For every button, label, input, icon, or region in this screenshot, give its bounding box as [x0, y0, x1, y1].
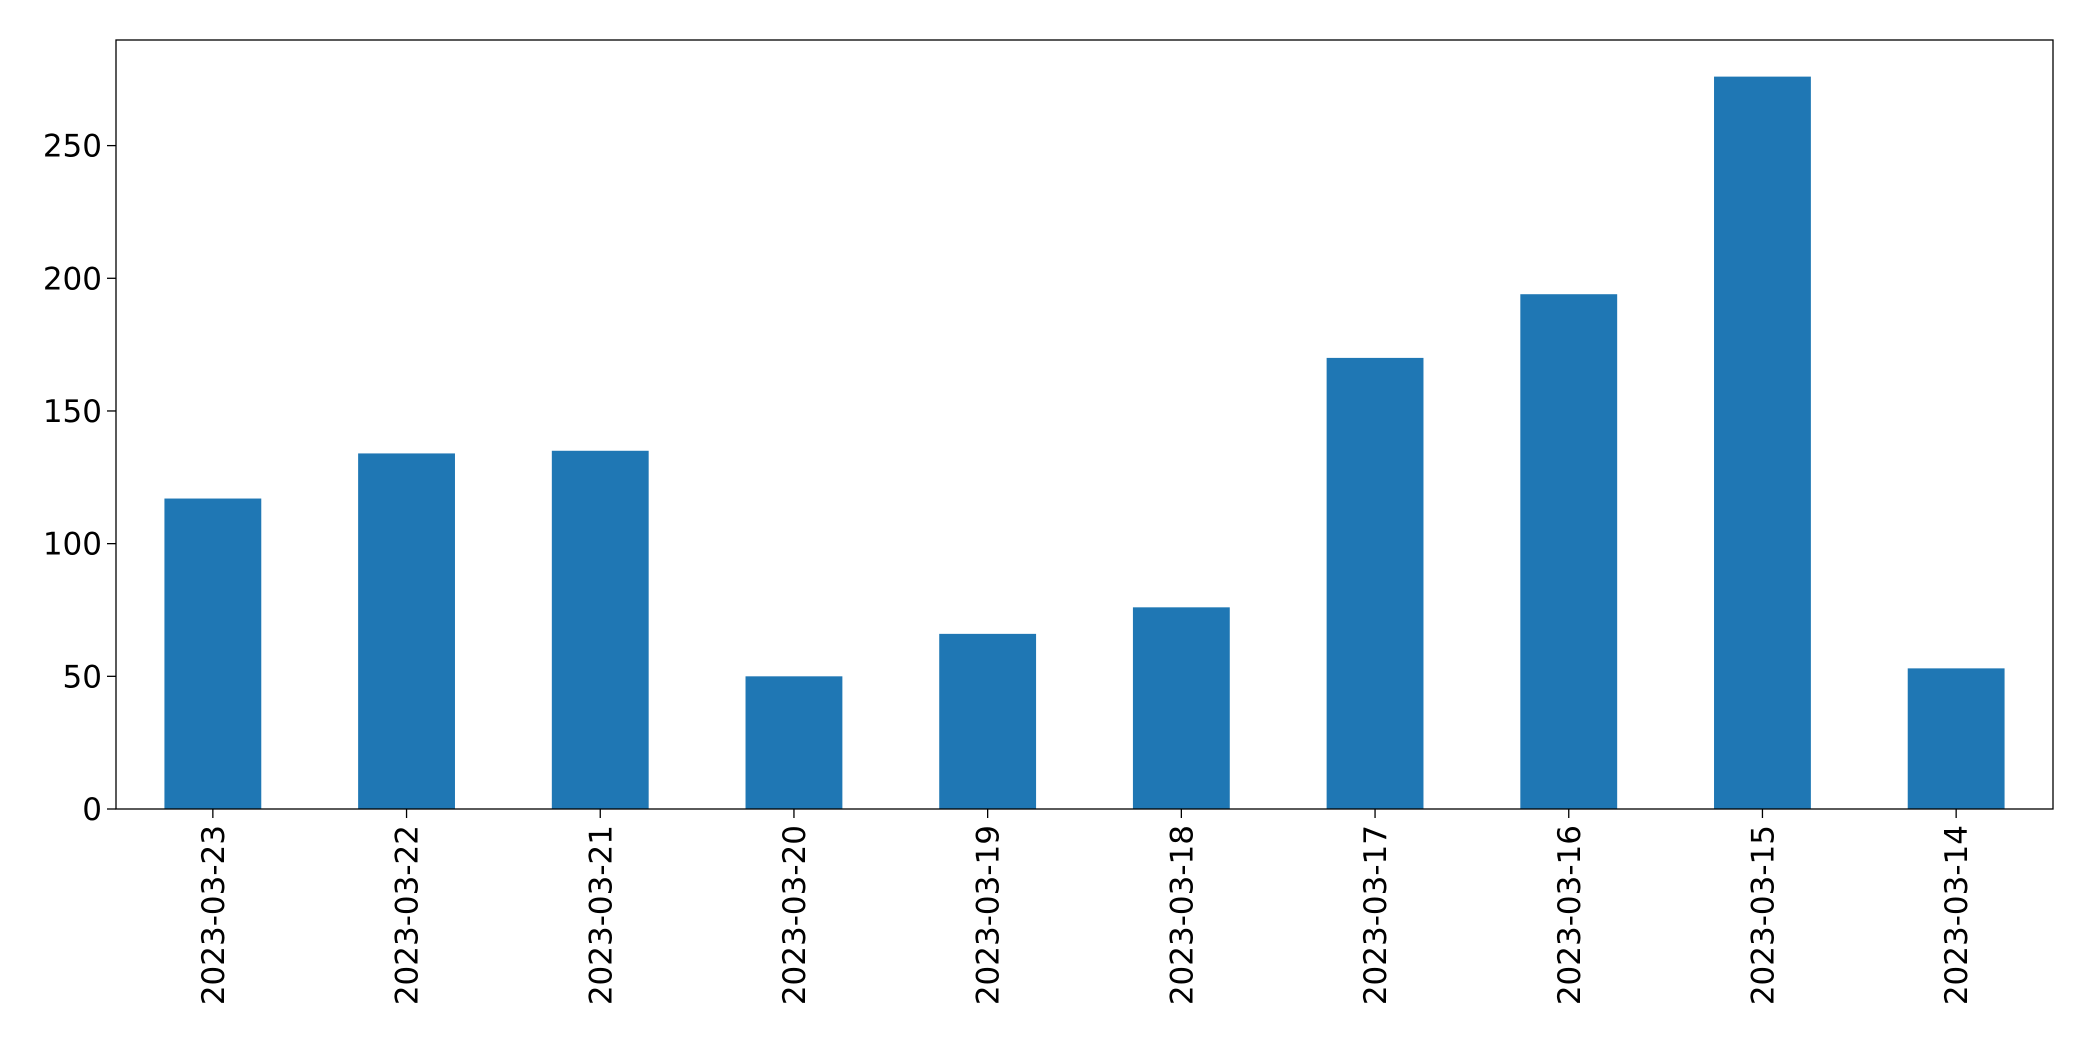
bar [1907, 668, 2005, 809]
x-tick-label: 2023-03-16 [1552, 825, 1588, 1005]
y-tick-label: 200 [43, 261, 102, 297]
bar [1714, 76, 1811, 810]
x-tick-label: 2023-03-20 [777, 825, 813, 1005]
x-tick-label: 2023-03-18 [1164, 825, 1200, 1005]
x-tick-label: 2023-03-17 [1358, 825, 1394, 1005]
x-tick-label: 2023-03-19 [971, 825, 1007, 1005]
y-tick-label: 150 [43, 394, 102, 430]
bar [745, 676, 843, 809]
bar [1520, 294, 1618, 810]
bar [1132, 607, 1230, 809]
plot-frame [115, 39, 2054, 810]
x-tick-label: 2023-03-22 [390, 825, 426, 1005]
x-tick-label: 2023-03-21 [583, 825, 619, 1005]
y-tick-label: 100 [43, 527, 102, 563]
bar [1326, 357, 1424, 809]
bar [939, 633, 1037, 809]
x-tick-label: 2023-03-14 [1939, 825, 1975, 1005]
x-tick-label: 2023-03-23 [196, 825, 232, 1005]
bar [358, 453, 455, 809]
x-tick-label: 2023-03-15 [1745, 825, 1781, 1005]
y-tick-label: 50 [63, 659, 102, 695]
y-tick-label: 0 [82, 792, 102, 828]
y-tick-label: 250 [43, 129, 102, 165]
bar [164, 498, 262, 809]
bar [551, 450, 649, 809]
